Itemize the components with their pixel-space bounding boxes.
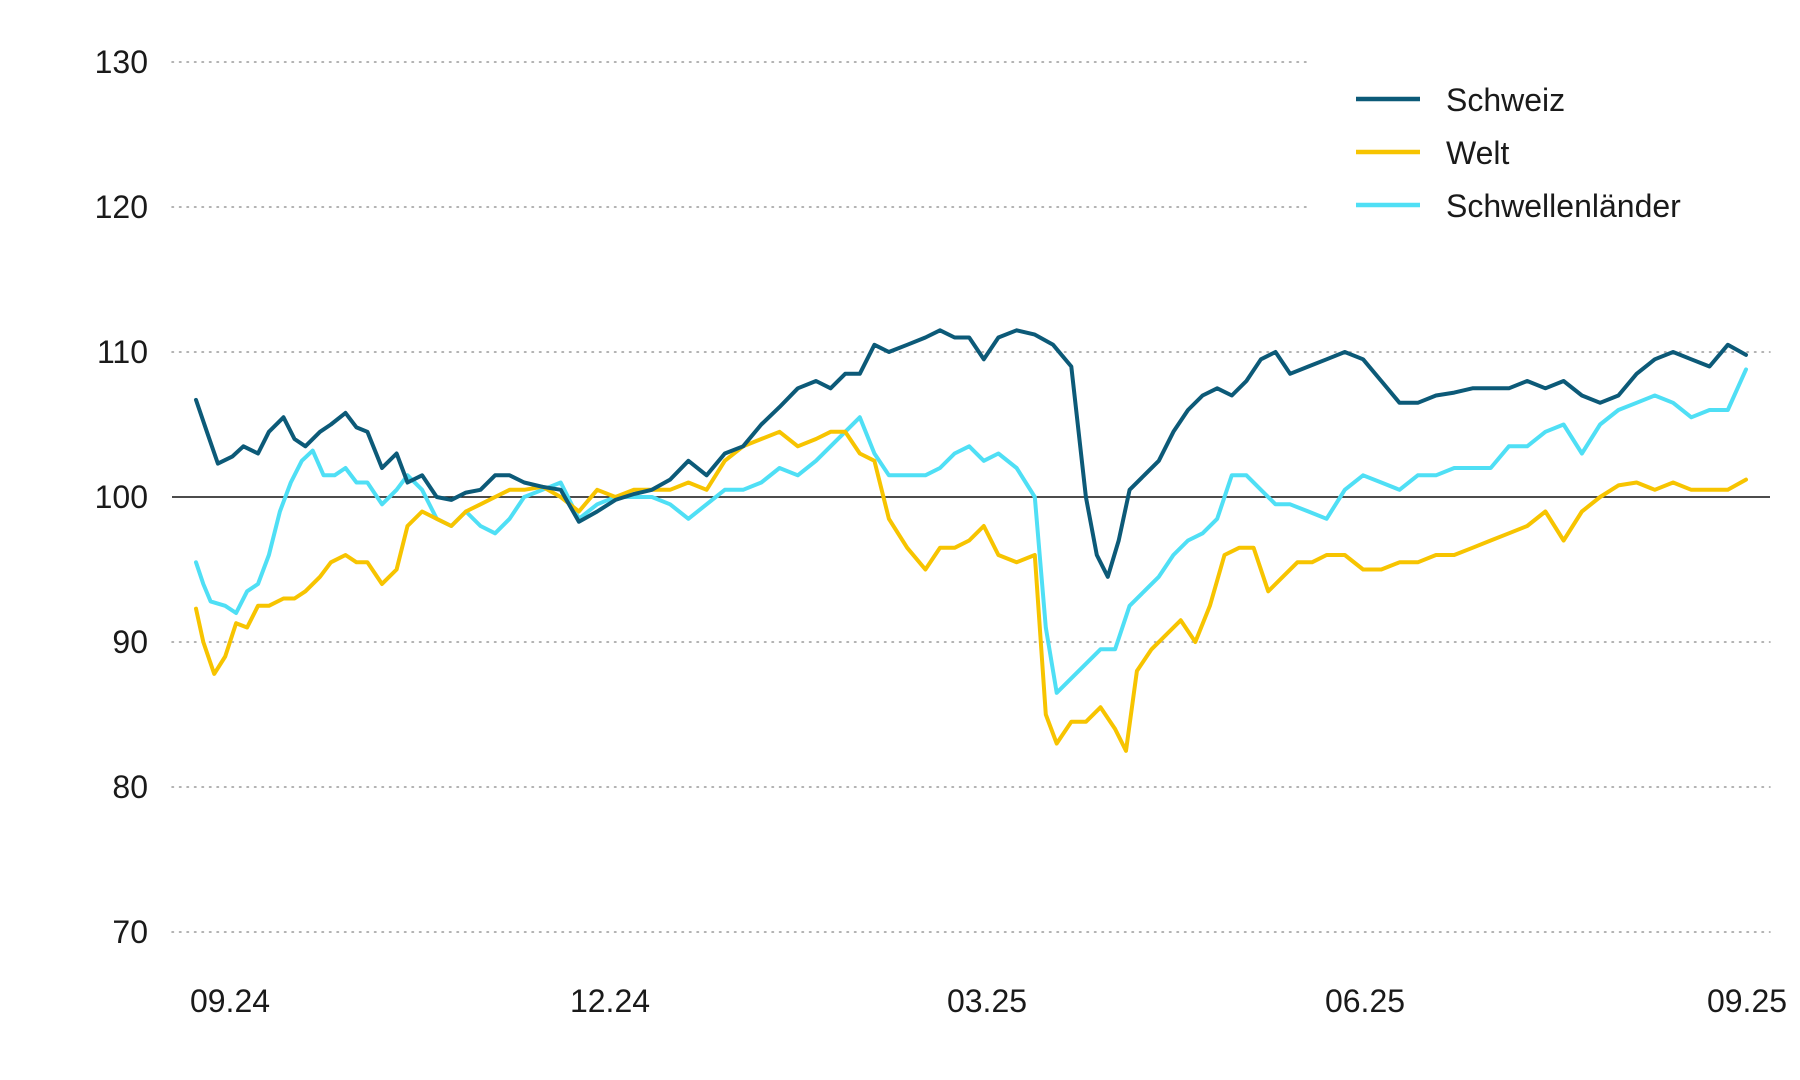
y-tick-label-110: 110 bbox=[97, 334, 148, 370]
x-tick-label-09.24: 09.24 bbox=[190, 983, 270, 1019]
series-line-schwellenländer bbox=[194, 367, 1748, 695]
legend-label-welt: Welt bbox=[1446, 135, 1510, 171]
y-tick-label-120: 120 bbox=[95, 189, 148, 225]
y-tick-label-130: 130 bbox=[95, 44, 148, 80]
x-axis-ticks: 09.24 12.24 03.25 06.25 09.25 bbox=[190, 983, 1787, 1019]
y-tick-label-100: 100 bbox=[95, 479, 148, 515]
y-tick-label-80: 80 bbox=[112, 769, 148, 805]
y-tick-label-90: 90 bbox=[112, 624, 148, 660]
x-tick-label-12.24: 12.24 bbox=[570, 983, 650, 1019]
y-tick-label-70: 70 bbox=[112, 914, 148, 950]
x-tick-label-03.25: 03.25 bbox=[947, 983, 1027, 1019]
grid-lines bbox=[171, 61, 1771, 933]
series-line-welt bbox=[194, 429, 1748, 753]
x-tick-label-06.25: 06.25 bbox=[1325, 983, 1405, 1019]
legend-label-schweiz: Schweiz bbox=[1446, 82, 1565, 118]
y-axis-ticks: 70 80 90 100 110 120 130 bbox=[95, 44, 148, 950]
x-tick-label-09.25: 09.25 bbox=[1707, 983, 1787, 1019]
series-lines bbox=[194, 328, 1748, 753]
legend-label-schwellenländer: Schwellenländer bbox=[1446, 188, 1681, 224]
series-line-schweiz bbox=[194, 328, 1748, 579]
legend: Schweiz Welt Schwellenländer bbox=[1356, 82, 1681, 224]
